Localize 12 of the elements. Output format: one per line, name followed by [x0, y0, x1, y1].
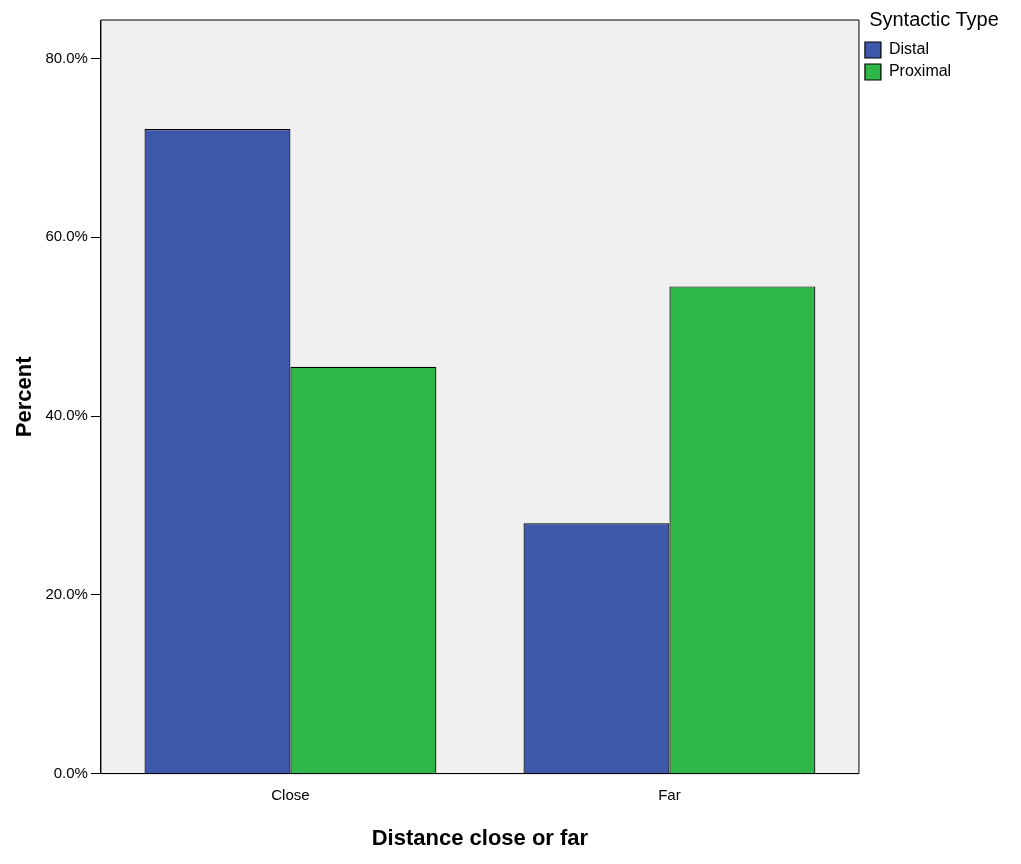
- legend-label: Proximal: [888, 62, 952, 80]
- y-tick-label: 0.0%: [53, 763, 88, 781]
- x-tick-label: Close: [271, 785, 310, 803]
- y-tick-label: 40.0%: [45, 406, 88, 424]
- y-tick-label: 20.0%: [45, 584, 88, 602]
- x-tick-label: Far: [658, 785, 681, 803]
- y-tick-label: 80.0%: [45, 48, 88, 66]
- y-axis-title: Percent: [11, 355, 37, 438]
- y-tick-label: 60.0%: [45, 227, 88, 245]
- legend-label: Distal: [888, 40, 929, 58]
- legend-title: Syntactic Type: [869, 7, 999, 30]
- x-axis-title: Distance close or far: [371, 824, 589, 850]
